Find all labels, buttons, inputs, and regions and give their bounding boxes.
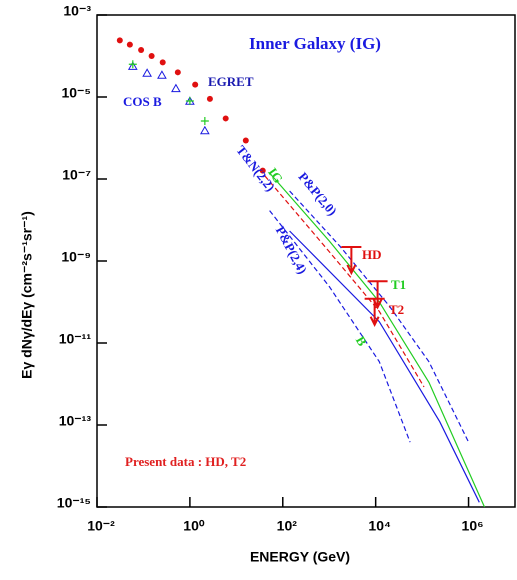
annotation: B xyxy=(353,333,370,348)
annotation: Present data : HD, T2 xyxy=(125,454,246,469)
model-line xyxy=(289,230,480,503)
upper-limit xyxy=(341,245,362,276)
y-tick-label: 10⁻⁷ xyxy=(62,167,91,183)
series-label: P&P(2,4) xyxy=(273,224,310,277)
series-label: T2 xyxy=(389,302,404,317)
series-label: HD xyxy=(362,247,382,262)
data-point xyxy=(199,125,210,135)
data-point xyxy=(242,137,249,144)
data-point xyxy=(116,37,123,44)
model-line xyxy=(289,190,470,443)
series-label: P&P(2,0) xyxy=(295,169,340,218)
y-tick-label: 10⁻⁵ xyxy=(61,85,91,101)
y-tick-label: 10⁻³ xyxy=(63,3,91,19)
data-point xyxy=(148,53,155,59)
data-point xyxy=(157,70,167,79)
data-point xyxy=(192,81,199,88)
y-tick-label: 10⁻¹³ xyxy=(59,413,92,429)
data-point xyxy=(159,59,166,66)
data-point xyxy=(127,61,138,70)
x-tick-label: 10⁴ xyxy=(368,518,391,534)
model-line xyxy=(269,172,486,508)
data-point xyxy=(259,167,266,174)
model-line xyxy=(264,175,425,388)
upper-limit xyxy=(367,280,388,310)
data-point xyxy=(142,68,152,77)
data-point xyxy=(128,60,137,69)
series-label: T1 xyxy=(391,277,406,292)
data-point xyxy=(138,47,145,54)
data-point xyxy=(126,41,133,48)
series-label: IG xyxy=(265,165,286,186)
upper-limit xyxy=(364,297,385,327)
series-label: EGRET xyxy=(208,74,254,89)
x-tick-label: 10⁶ xyxy=(462,518,484,534)
x-tick-label: 10⁰ xyxy=(183,518,205,534)
data-point xyxy=(206,95,213,102)
y-tick-label: 10⁻⁹ xyxy=(61,249,91,265)
data-point xyxy=(222,115,229,122)
series-label: COS B xyxy=(123,94,162,109)
x-tick-label: 10² xyxy=(277,518,298,534)
data-point xyxy=(200,116,209,125)
y-axis-label: Eγ dNγ/dEγ (cm⁻²s⁻¹sr⁻¹) xyxy=(19,211,35,379)
x-axis-label: ENERGY (GeV) xyxy=(250,549,350,565)
y-tick-label: 10⁻¹¹ xyxy=(59,331,92,347)
model-line xyxy=(269,210,411,443)
x-tick-label: 10⁻² xyxy=(87,518,115,534)
data-point xyxy=(171,83,181,93)
chart-title: Inner Galaxy (IG) xyxy=(249,34,381,53)
y-tick-label: 10⁻¹⁵ xyxy=(57,495,91,511)
data-point xyxy=(174,69,181,76)
data-point xyxy=(185,96,194,105)
